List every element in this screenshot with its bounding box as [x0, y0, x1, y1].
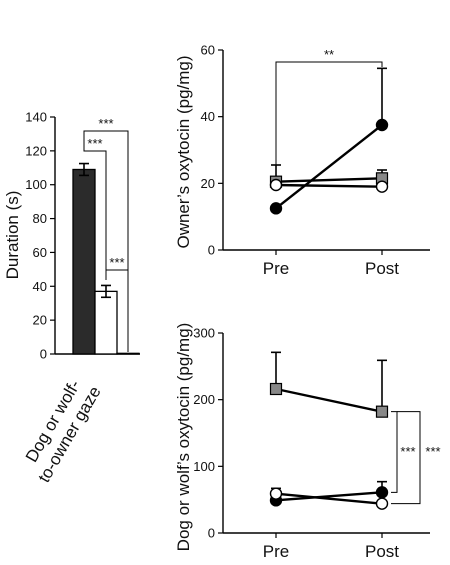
dog-wolf-oxytocin-y-axis: 0 100 200 300: [193, 326, 224, 541]
duration-significance-bracket: [105, 269, 129, 352]
dog-wolf-oxytocin-x-axis: Pre Post: [223, 532, 430, 561]
duration-y-tick-label: 140: [25, 110, 47, 125]
owner-oxytocin-x-tick-label: Pre: [263, 259, 289, 278]
duration-significance-label: ***: [98, 116, 113, 131]
duration-y-tick-label: 20: [33, 313, 47, 328]
dog-wolf-oxytocin-x-tick-label: Post: [365, 542, 399, 561]
duration-y-tick-label: 0: [40, 347, 47, 362]
duration-x-label: Dog or wolf- to-owner gaze: [16, 373, 105, 486]
owner-oxytocin-y-tick-label: 60: [201, 43, 215, 58]
dog-wolf-oxytocin-y-tick-label: 100: [193, 459, 215, 474]
owner-oxytocin-x-axis: Pre Post: [223, 249, 430, 278]
dog-wolf-oxytocin-significance: *** ***: [391, 411, 441, 505]
owner-oxytocin-circle-marker: [269, 178, 283, 192]
dog-wolf-oxytocin-series-line: [275, 492, 383, 505]
dog-wolf-oxytocin-circle-marker: [269, 487, 283, 500]
owner-oxytocin-y-tick-label: 20: [201, 176, 215, 191]
owner-oxytocin-circle-marker: [375, 180, 389, 193]
duration-y-tick-label: 120: [25, 143, 47, 158]
owner-oxytocin-circle-marker: [375, 118, 389, 132]
dog-wolf-oxytocin-y-tick-label: 200: [193, 392, 215, 407]
dog-wolf-oxytocin-series: [269, 351, 389, 510]
dog-wolf-oxytocin-chart: Dog or wolf’s oxytocin (pg/mg) 0 100 200 30…: [174, 323, 441, 561]
duration-y-tick-label: 60: [33, 245, 47, 260]
duration-significance-label: ***: [109, 255, 124, 270]
duration-bars: [72, 162, 140, 355]
duration-y-tick-label: 80: [33, 211, 47, 226]
owner-oxytocin-series-line: [275, 124, 383, 210]
owner-oxytocin-significance-label: **: [324, 47, 334, 62]
dog-wolf-oxytocin-outer-bracket: [391, 411, 421, 505]
dog-wolf-oxytocin-y-tick-label: 300: [193, 326, 215, 341]
dog-wolf-oxytocin-series-line: [275, 387, 383, 413]
dog-wolf-oxytocin-square-marker: [269, 382, 283, 396]
owner-oxytocin-y-axis-title: Owner’s oxytocin (pg/mg): [174, 55, 193, 248]
dog-wolf-oxytocin-x-tick-label: Pre: [263, 542, 289, 561]
owner-oxytocin-y-axis: 0 20 40 60: [201, 43, 224, 258]
owner-oxytocin-significance-bracket: [275, 61, 383, 167]
dog-wolf-oxytocin-circle-marker: [375, 497, 389, 510]
duration-y-tick-label: 100: [25, 177, 47, 192]
owner-oxytocin-chart: Owner’s oxytocin (pg/mg) 0 20 40 60 Pre Post…: [174, 43, 430, 278]
dog-wolf-oxytocin-series-line: [275, 491, 383, 502]
owner-oxytocin-y-tick-label: 0: [208, 243, 215, 258]
dog-wolf-oxytocin-significance-label: ***: [400, 444, 415, 459]
duration-significance-label: ***: [87, 136, 102, 151]
duration-bar: [94, 290, 118, 355]
duration-significance-bracket: [83, 145, 107, 270]
duration-bar: [116, 352, 140, 355]
duration-significance-brackets: *** *** ***: [83, 116, 129, 352]
owner-oxytocin-series-line: [275, 177, 383, 183]
owner-oxytocin-circle-marker: [269, 202, 283, 215]
dog-wolf-oxytocin-circle-marker: [375, 486, 389, 499]
duration-y-axis-title: Duration (s): [3, 191, 22, 280]
owner-oxytocin-significance: **: [275, 47, 383, 167]
owner-oxytocin-y-tick-label: 40: [201, 109, 215, 124]
dog-wolf-oxytocin-significance-label: ***: [425, 444, 440, 459]
owner-oxytocin-series: [269, 67, 389, 215]
duration-y-tick-label: 40: [33, 279, 47, 294]
owner-oxytocin-x-tick-label: Post: [365, 259, 399, 278]
duration-bar: [72, 168, 96, 355]
owner-oxytocin-series-line: [275, 183, 383, 188]
dog-wolf-oxytocin-square-marker: [375, 405, 389, 418]
dog-wolf-oxytocin-y-axis-title: Dog or wolf’s oxytocin (pg/mg): [174, 323, 193, 552]
duration-significance-bracket: [83, 130, 129, 345]
dog-wolf-oxytocin-inner-bracket: [391, 411, 398, 493]
dog-wolf-oxytocin-y-tick-label: 0: [208, 526, 215, 541]
